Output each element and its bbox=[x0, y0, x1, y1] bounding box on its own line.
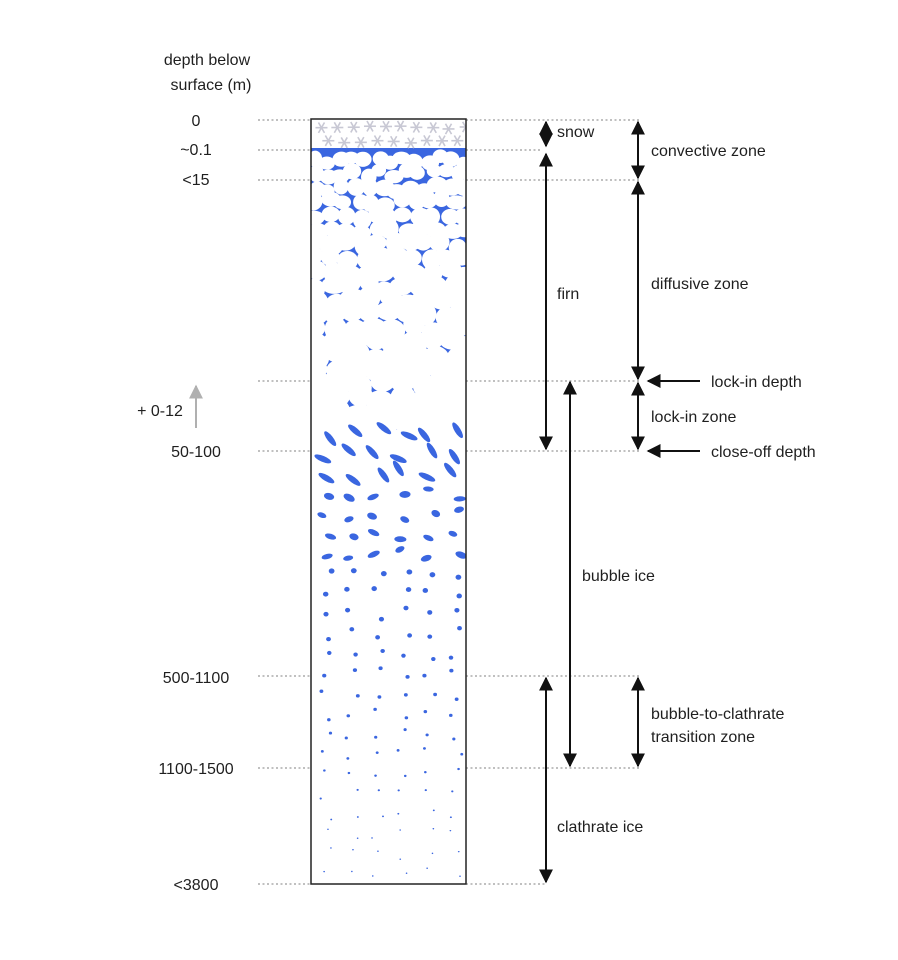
layer-clathrate-ice: clathrate ice bbox=[557, 819, 643, 836]
zone-lockin: lock-in zone bbox=[651, 409, 736, 426]
depth-label-1100-1500: 1100-1500 bbox=[158, 761, 233, 778]
depth-label-15: <15 bbox=[182, 172, 209, 189]
zone-transition-line2: transition zone bbox=[651, 729, 755, 746]
zone-convective: convective zone bbox=[651, 143, 766, 160]
layer-firn: firn bbox=[557, 286, 579, 303]
firn-grains bbox=[311, 149, 466, 444]
column-border bbox=[310, 118, 467, 885]
axis-title-line2: surface (m) bbox=[171, 77, 252, 94]
ice-core-column bbox=[311, 119, 466, 884]
zone-diffusive: diffusive zone bbox=[651, 276, 749, 293]
shift-label: + 0-12 bbox=[137, 403, 183, 420]
guides-left bbox=[258, 119, 311, 885]
depth-label-500-1100: 500-1100 bbox=[163, 670, 230, 687]
depth-label-0.1: ~0.1 bbox=[180, 142, 212, 159]
axis-title-line1: depth below bbox=[164, 52, 251, 69]
ice-bubbles bbox=[314, 422, 466, 877]
layer-bubble-ice: bubble ice bbox=[582, 568, 655, 585]
guides-right bbox=[466, 119, 640, 885]
depth-label-0: 0 bbox=[192, 113, 201, 130]
zone-transition-line1: bubble-to-clathrate bbox=[651, 706, 785, 723]
snowflake-icons bbox=[315, 120, 466, 149]
depth-label-3800: <3800 bbox=[174, 877, 219, 894]
layer-snow: snow bbox=[557, 124, 595, 141]
depth-label-50-100: 50-100 bbox=[171, 444, 221, 461]
callout-lockin-depth: lock-in depth bbox=[711, 374, 802, 391]
callout-closeoff-depth: close-off depth bbox=[711, 444, 816, 461]
